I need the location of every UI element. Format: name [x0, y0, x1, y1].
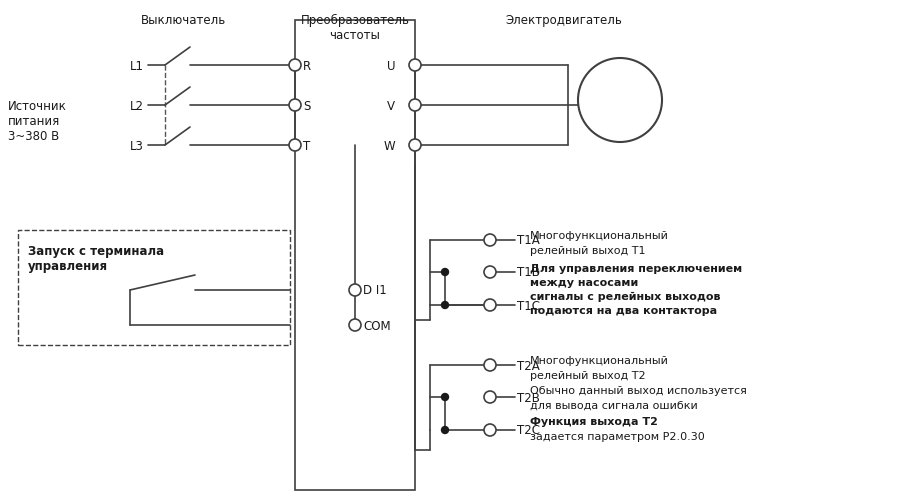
Text: Запуск с терминала
управления: Запуск с терминала управления	[28, 245, 164, 273]
Text: L3: L3	[130, 140, 144, 153]
Text: T2B: T2B	[517, 392, 540, 405]
Circle shape	[484, 266, 496, 278]
Text: Многофункциональный: Многофункциональный	[530, 356, 669, 366]
Circle shape	[484, 234, 496, 246]
Text: W: W	[383, 140, 395, 153]
Text: V: V	[387, 99, 395, 112]
Bar	[295, 20, 415, 490]
Circle shape	[289, 99, 301, 111]
Circle shape	[484, 299, 496, 311]
Circle shape	[484, 424, 496, 436]
Text: R: R	[303, 59, 311, 73]
Circle shape	[442, 301, 448, 308]
Text: T: T	[303, 140, 310, 153]
Bar	[18, 230, 290, 345]
Text: Электродвигатель: Электродвигатель	[505, 14, 622, 27]
Circle shape	[409, 139, 421, 151]
Text: Преобразователь
частоты: Преобразователь частоты	[300, 14, 410, 42]
Text: T2C: T2C	[517, 424, 540, 437]
Text: S: S	[303, 99, 310, 112]
Text: T1B: T1B	[517, 267, 540, 280]
Text: T1A: T1A	[517, 234, 540, 247]
Circle shape	[409, 59, 421, 71]
Text: между насосами: между насосами	[530, 278, 638, 288]
Text: Для управления переключением: Для управления переключением	[530, 264, 742, 274]
Text: Функция выхода T2: Функция выхода T2	[530, 417, 658, 427]
Text: подаются на два контактора: подаются на два контактора	[530, 306, 717, 316]
Text: T2A: T2A	[517, 359, 540, 372]
Text: релейный выход T1: релейный выход T1	[530, 246, 645, 256]
Text: для вывода сигнала ошибки: для вывода сигнала ошибки	[530, 401, 698, 411]
Text: релейный выход T2: релейный выход T2	[530, 371, 645, 381]
Text: COM: COM	[363, 320, 391, 333]
Circle shape	[442, 426, 448, 433]
Text: D I1: D I1	[363, 284, 387, 297]
Text: Выключатель: Выключатель	[141, 14, 226, 27]
Text: задается параметром Р2.0.30: задается параметром Р2.0.30	[530, 432, 705, 442]
Circle shape	[484, 391, 496, 403]
Circle shape	[409, 99, 421, 111]
Circle shape	[289, 59, 301, 71]
Circle shape	[289, 139, 301, 151]
Text: сигналы с релейных выходов: сигналы с релейных выходов	[530, 292, 720, 302]
Text: L1: L1	[130, 59, 144, 73]
Text: Источник
питания
3~380 В: Источник питания 3~380 В	[8, 100, 67, 143]
Circle shape	[442, 394, 448, 401]
Text: Многофункциональный: Многофункциональный	[530, 231, 669, 241]
Text: U: U	[386, 59, 395, 73]
Circle shape	[349, 284, 361, 296]
Circle shape	[484, 359, 496, 371]
Text: T1C: T1C	[517, 299, 540, 312]
Text: Обычно данный выход используется: Обычно данный выход используется	[530, 386, 747, 396]
Text: L2: L2	[130, 99, 144, 112]
Circle shape	[442, 269, 448, 276]
Circle shape	[349, 319, 361, 331]
